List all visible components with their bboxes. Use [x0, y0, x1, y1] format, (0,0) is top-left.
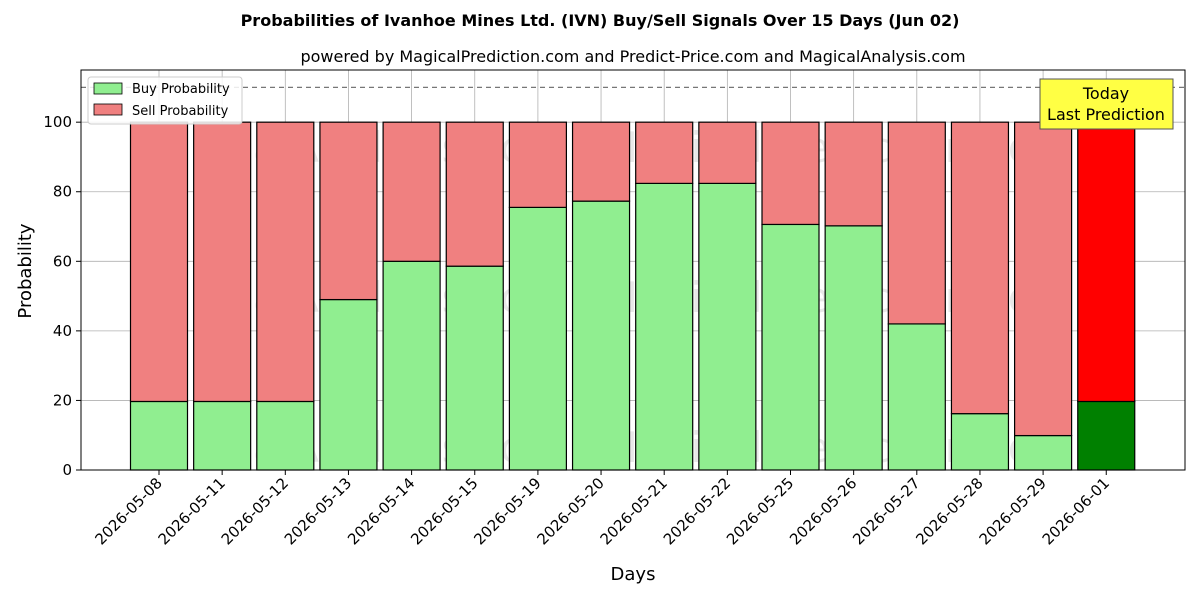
bar-sell: [698, 121, 757, 184]
bar-buy: [193, 400, 252, 471]
x-tick-label: 2026-05-25: [723, 474, 797, 548]
today-annotation: Today Last Prediction: [1039, 78, 1174, 130]
annotation-last-prediction: Last Prediction: [1047, 105, 1165, 124]
legend-swatch-sell: [93, 103, 123, 116]
x-tick-label: 2026-05-20: [533, 474, 607, 548]
bar-buy: [129, 400, 189, 471]
bar-sell: [1077, 121, 1136, 403]
chart-title: Probabilities of Ivanhoe Mines Ltd. (IVN…: [241, 11, 960, 30]
bar-sell: [193, 121, 252, 403]
annotation-today: Today: [1082, 84, 1129, 103]
annotation-box: [1039, 78, 1174, 130]
bar-buy: [256, 400, 315, 471]
legend-box: [87, 76, 243, 125]
legend-swatch-buy: [93, 82, 123, 95]
plot-frame: [80, 69, 1186, 471]
bar-buy: [382, 260, 441, 471]
bar-sell: [508, 121, 567, 208]
y-tick-label: 20: [53, 391, 72, 409]
bar-buy: [950, 413, 1010, 471]
bar-buy: [445, 265, 504, 471]
y-axis-label: Probability: [15, 223, 36, 318]
x-tick-label: 2026-05-29: [976, 474, 1050, 548]
x-tick-label: 2026-05-22: [660, 474, 734, 548]
bar-buy: [761, 223, 820, 471]
bar-buy: [508, 206, 567, 471]
x-tick-label: 2026-05-28: [912, 474, 986, 548]
bar-buy: [571, 200, 631, 471]
legend-label-buy: Buy Probability: [132, 82, 230, 97]
y-tick-label: 0: [62, 461, 72, 479]
bars-layer: [81, 86, 1185, 471]
y-tick-label: 40: [53, 322, 72, 340]
bar-buy: [635, 182, 694, 471]
x-tick-label: 2026-05-08: [91, 474, 165, 548]
x-tick-label: 2026-05-11: [155, 474, 229, 548]
x-tick-label: 2026-05-27: [849, 474, 923, 548]
legend-label-sell: Sell Probability: [132, 104, 229, 119]
y-tick-label: 60: [53, 252, 72, 270]
x-tick-label: 2026-05-12: [218, 474, 292, 548]
bar-sell: [761, 121, 820, 226]
x-tick-label: 2026-05-13: [281, 474, 355, 548]
y-tick-label: 100: [43, 113, 72, 131]
legend: Buy Probability Sell Probability: [87, 76, 243, 125]
bar-sell: [129, 121, 189, 403]
y-tick-label: 80: [53, 183, 72, 201]
bar-sell: [571, 121, 631, 202]
bar-buy: [1077, 400, 1136, 471]
x-tick-label: 2026-05-21: [597, 474, 671, 548]
bar-buy: [1013, 434, 1073, 471]
chart-subtitle: powered by MagicalPrediction.com and Pre…: [300, 47, 965, 66]
x-axis-label: Days: [611, 564, 656, 585]
bar-sell: [319, 121, 378, 301]
bar-sell: [887, 121, 946, 325]
bar-sell: [1013, 121, 1073, 437]
x-tick-label: 2026-06-01: [1039, 474, 1113, 548]
x-tick-label: 2026-05-15: [407, 474, 481, 548]
bar-sell: [950, 121, 1010, 415]
bar-sell: [382, 121, 441, 262]
bar-buy: [824, 225, 883, 471]
bar-buy: [887, 323, 946, 471]
bar-sell: [635, 121, 694, 184]
bar-buy: [698, 182, 757, 471]
bar-sell: [256, 121, 315, 403]
x-tick-label: 2026-05-26: [786, 474, 860, 548]
x-tick-label: 2026-05-19: [470, 474, 544, 548]
bar-sell: [445, 121, 504, 267]
x-tick-label: 2026-05-14: [344, 474, 418, 548]
bar-sell: [824, 121, 883, 227]
bar-buy: [319, 298, 378, 471]
